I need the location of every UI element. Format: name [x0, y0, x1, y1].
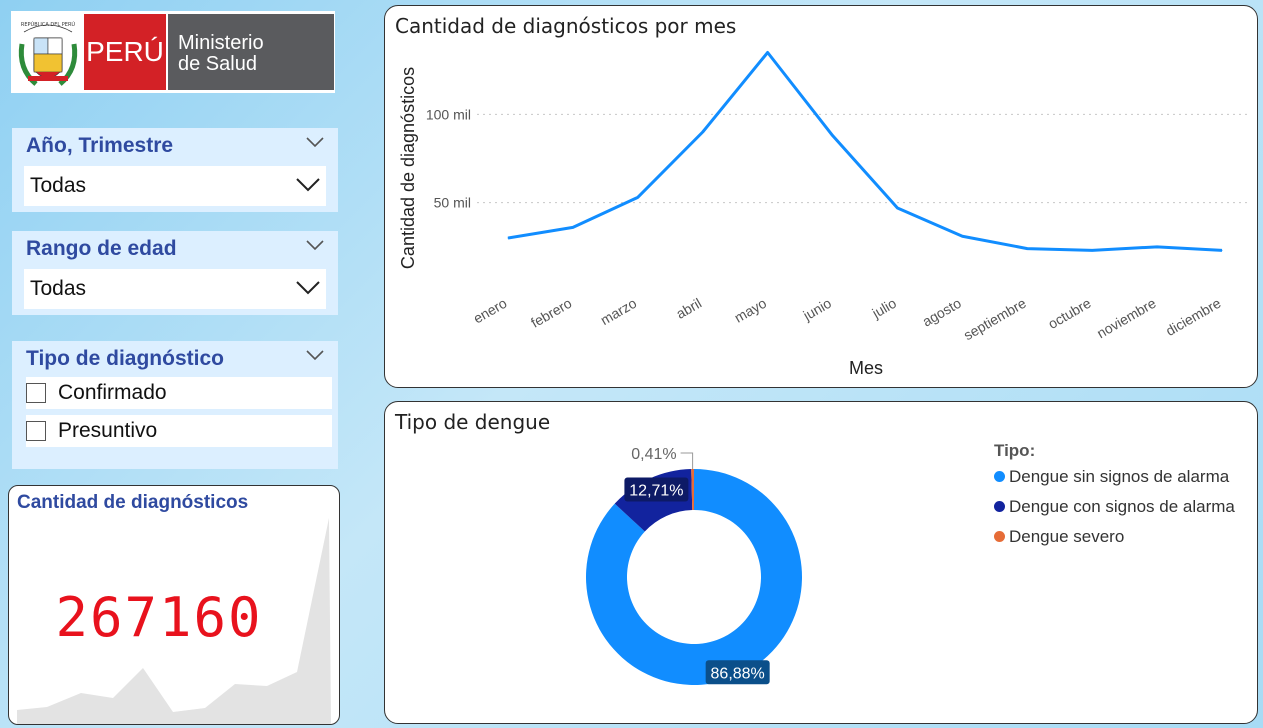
x-tick-label: noviembre	[1094, 295, 1159, 342]
minsa-logo: REPÚBLICA DEL PERÚ PERÚ Ministerio de Sa…	[11, 11, 335, 93]
kpi-card: Cantidad de diagnósticos 267160	[8, 485, 340, 725]
legend-dot	[994, 471, 1005, 482]
diagnosis-type-slicer: Tipo de diagnóstico Confirmado Presuntiv…	[12, 341, 338, 469]
donut-chart: 86,88% 12,71% 0,41%	[586, 446, 802, 685]
ministry-line-1: Ministerio	[178, 32, 264, 54]
donut-slice[interactable]	[586, 469, 802, 685]
x-tick-label: febrero	[528, 295, 575, 331]
chevron-down-icon	[296, 281, 320, 295]
data-point[interactable]	[1026, 248, 1028, 250]
x-tick-label: septiembre	[961, 295, 1029, 344]
year-quarter-title: Año, Trimestre	[26, 134, 174, 157]
legend-item[interactable]: Dengue sin signos de alarma	[994, 467, 1229, 487]
x-tick-label: agosto	[919, 295, 964, 330]
kpi-value: 267160	[55, 586, 263, 649]
data-label-bg	[705, 660, 770, 685]
x-axis-title: Mes	[849, 358, 883, 378]
chevron-down-icon[interactable]	[306, 136, 324, 148]
option-label: Confirmado	[58, 381, 167, 404]
data-point[interactable]	[767, 52, 769, 53]
svg-text:REPÚBLICA DEL PERÚ: REPÚBLICA DEL PERÚ	[21, 21, 76, 28]
data-point[interactable]	[572, 226, 574, 228]
legend-label: Dengue con signos de alarma	[1009, 497, 1235, 516]
chevron-down-icon[interactable]	[306, 349, 324, 361]
legend-item[interactable]: Dengue severo	[994, 527, 1124, 547]
checkbox[interactable]	[26, 383, 46, 403]
dengue-type-card: Tipo de dengue 86,88% 12,71% 0,41% Tipo: D…	[384, 401, 1258, 724]
x-tick-label: abril	[673, 295, 704, 322]
data-label: 0,41%	[631, 446, 676, 463]
y-axis-title: Cantidad de diagnósticos	[398, 67, 418, 269]
peru-shield-icon: REPÚBLICA DEL PERÚ	[14, 14, 82, 90]
x-tick-label: marzo	[598, 295, 640, 328]
legend-dot	[994, 531, 1005, 542]
x-tick-label: enero	[470, 295, 509, 327]
ministry-line-2: de Salud	[178, 53, 257, 75]
chevron-down-icon	[296, 178, 320, 192]
age-range-slicer: Rango de edad Todas	[12, 231, 338, 315]
x-tick-label: octubre	[1045, 295, 1094, 332]
chart-title: Cantidad de diagnósticos por mes	[395, 14, 737, 38]
series-line	[507, 51, 1223, 252]
data-point[interactable]	[1221, 249, 1223, 251]
y-tick-label: 50 mil	[434, 195, 471, 211]
kpi-sparkline	[17, 518, 331, 724]
data-point[interactable]	[637, 196, 639, 198]
data-label-bg	[624, 477, 689, 502]
option-presuntivo[interactable]: Presuntivo	[26, 415, 332, 447]
y-tick-label: 100 mil	[426, 106, 471, 122]
data-point[interactable]	[702, 131, 704, 133]
data-point[interactable]	[896, 207, 898, 209]
legend-label: Dengue sin signos de alarma	[1009, 467, 1230, 486]
data-label: 86,88%	[711, 665, 765, 682]
legend-title: Tipo:	[994, 441, 1036, 460]
data-point[interactable]	[832, 135, 834, 137]
data-point[interactable]	[507, 237, 509, 239]
data-label: 12,71%	[629, 483, 683, 500]
peru-label: PERÚ	[84, 14, 166, 90]
x-tick-label: junio	[800, 295, 835, 324]
age-range-title: Rango de edad	[26, 237, 177, 260]
diagnosis-type-title: Tipo de diagnóstico	[26, 347, 224, 370]
chevron-down-icon[interactable]	[306, 239, 324, 251]
x-tick-label: mayo	[731, 295, 769, 326]
legend-label: Dengue severo	[1009, 527, 1125, 546]
year-quarter-dropdown[interactable]: Todas	[24, 166, 326, 206]
legend-item[interactable]: Dengue con signos de alarma	[994, 497, 1235, 517]
leader-line	[680, 452, 694, 470]
monthly-chart-card: Cantidad de diagnósticos por mes 50 mil 1…	[384, 5, 1258, 388]
legend-dot	[994, 501, 1005, 512]
data-point[interactable]	[1156, 246, 1158, 248]
data-point[interactable]	[1091, 249, 1093, 251]
checkbox[interactable]	[26, 421, 46, 441]
option-confirmado[interactable]: Confirmado	[26, 377, 332, 409]
kpi-title: Cantidad de diagnósticos	[17, 492, 249, 513]
age-range-dropdown[interactable]: Todas	[24, 269, 326, 309]
age-range-value: Todas	[30, 277, 87, 300]
x-tick-label: diciembre	[1163, 295, 1224, 339]
year-quarter-slicer: Año, Trimestre Todas	[12, 128, 338, 212]
ministry-label: Ministerio de Salud	[168, 14, 334, 90]
chart-title: Tipo de dengue	[395, 410, 551, 434]
donut-slice[interactable]	[691, 469, 694, 511]
data-point[interactable]	[961, 235, 963, 237]
x-tick-label: julio	[869, 295, 900, 322]
year-quarter-value: Todas	[30, 174, 87, 197]
option-label: Presuntivo	[58, 419, 158, 442]
line-chart: 50 mil 100 mil enero febrero marzo abril mayo j…	[398, 51, 1247, 378]
